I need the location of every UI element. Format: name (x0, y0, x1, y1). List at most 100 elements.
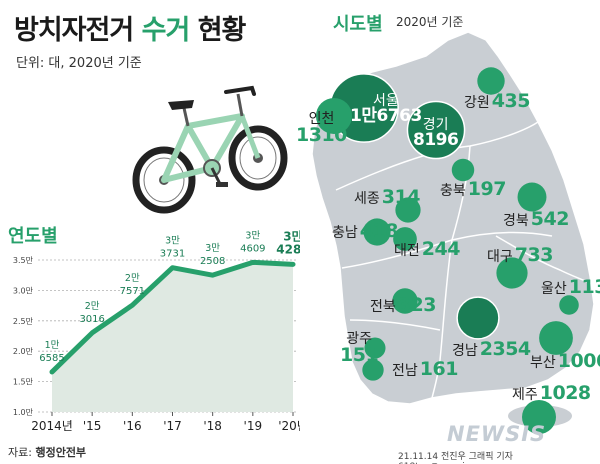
region-label-gwangju: 광주 151 (340, 331, 379, 366)
series-line (49, 259, 296, 375)
region-bubble (393, 227, 417, 251)
region-value: 8196 (413, 130, 459, 150)
region-bubble (395, 197, 421, 223)
region-label-jeju: 제주 1028 (512, 384, 591, 403)
svg-text:3731: 3731 (160, 249, 185, 260)
region-value: 314 (381, 186, 421, 208)
region-label-ulsan: 울산113 (541, 278, 600, 297)
region-value: 113 (568, 276, 600, 298)
svg-text:4609: 4609 (240, 243, 265, 254)
svg-text:1만: 1만 (45, 340, 60, 351)
region-name: 대전 (394, 243, 420, 259)
region-name: 인천 (308, 111, 335, 127)
svg-text:3만: 3만 (283, 230, 300, 243)
region-name: 부산 (530, 355, 556, 371)
region-label-chungnam: 충남 418 (332, 222, 398, 241)
svg-text:6585: 6585 (39, 353, 64, 364)
y-tick-label: 3.0만 (13, 286, 34, 295)
svg-text:3만: 3만 (245, 230, 260, 241)
yearly-chart-title: 연도별 (8, 226, 58, 247)
region-label-gyeongbuk: 경북 542 (503, 210, 569, 229)
region-name: 충남 (332, 225, 358, 241)
yearly-area-chart: 1.0만 1.5만 2.0만 2.5만 3.0만 3.5만 1만 6585 2만 3016 2만 7… (13, 230, 300, 433)
region-name: 제주 (512, 387, 538, 403)
svg-text:4288: 4288 (276, 242, 300, 256)
region-label-daejeon: 대전 244 (394, 240, 460, 259)
page-title: 방치자전거 수거 현황 (14, 8, 247, 47)
region-bubble (477, 67, 505, 95)
source-note: 자료: 행정안전부 (8, 444, 86, 460)
region-name: 경기 (422, 117, 449, 133)
region-bubble (559, 295, 579, 315)
region-bubble (496, 257, 528, 289)
svg-text:2만: 2만 (125, 273, 140, 284)
region-value: 151 (340, 344, 379, 366)
region-bubble (406, 100, 466, 160)
y-tick-label: 1.5만 (13, 378, 34, 387)
area-fill (52, 262, 293, 412)
x-tick-label: '16 (123, 419, 142, 433)
y-tick-label: 3.5만 (13, 256, 34, 265)
region-value: 435 (491, 90, 531, 112)
region-bubble (363, 218, 391, 246)
region-label-daegu: 대구 733 (487, 246, 553, 265)
region-label-seoul: 서울 1만6763 (350, 94, 422, 125)
region-value: 1028 (539, 382, 591, 404)
bicycle-illustration (132, 85, 288, 214)
regional-chart-title: 시도별 (333, 14, 383, 35)
region-name: 광주 (346, 331, 372, 347)
data-label: 3만 2508 (200, 243, 225, 267)
region-name: 대구 (487, 249, 513, 265)
region-value: 733 (514, 244, 554, 266)
y-tick-label: 2.5만 (13, 317, 34, 326)
region-label-sejong: 세종 314 (354, 188, 420, 207)
svg-text:3만: 3만 (165, 236, 180, 247)
region-bubble (364, 337, 386, 359)
regional-chart-note: 2020년 기준 (396, 15, 464, 29)
data-label: 1만 6585 (39, 340, 64, 364)
svg-text:3016: 3016 (79, 314, 104, 325)
region-value: 244 (421, 238, 461, 260)
svg-text:2만: 2만 (85, 301, 100, 312)
data-label: 2만 7571 (120, 273, 145, 297)
data-label: 3만 4609 (240, 230, 265, 254)
region-bubble (362, 359, 384, 381)
data-label: 2만 3016 (79, 301, 104, 325)
data-label: 3만 3731 (160, 236, 185, 260)
x-tick-label: '20년 (278, 419, 300, 433)
x-tick-label: '19 (244, 419, 263, 433)
region-bubble (392, 288, 418, 314)
region-value: 1006 (557, 350, 600, 372)
svg-text:2508: 2508 (200, 256, 225, 267)
region-label-gyeonggi: 경기 8196 (413, 117, 459, 150)
region-name: 서울 (373, 93, 399, 109)
region-bubble (451, 158, 475, 182)
region-name: 세종 (354, 191, 380, 207)
x-tick-label: 2014년 (31, 419, 73, 433)
region-value: 197 (467, 178, 507, 200)
region-bubble (517, 182, 547, 212)
region-label-incheon: 인천 1310 (296, 112, 347, 145)
region-value: 542 (530, 208, 570, 230)
region-name: 경북 (503, 213, 529, 229)
title-end: 현황 (197, 15, 247, 46)
credit-note: 21.11.14 전진우 그래픽 기자 618tue@newsis.com (398, 452, 513, 464)
region-label-busan: 부산1006 (530, 352, 600, 371)
region-value: 2354 (479, 338, 531, 360)
region-value: 1만6763 (350, 106, 422, 126)
region-label-chungbuk: 충북 197 (440, 180, 506, 199)
x-tick-label: '18 (203, 419, 222, 433)
x-tick-label: '17 (163, 419, 182, 433)
source-prefix: 자료: (8, 446, 36, 459)
svg-text:3만: 3만 (205, 243, 220, 254)
region-bubble (315, 97, 353, 135)
region-name: 울산 (541, 281, 567, 297)
region-value: 161 (419, 358, 459, 380)
region-label-jeonnam: 전남 161 (392, 360, 458, 379)
newsis-logo: NEWSIS (447, 422, 547, 446)
region-label-gangwon: 강원 435 (464, 92, 530, 111)
y-tick-label: 2.0만 (13, 347, 34, 356)
unit-note: 단위: 대, 2020년 기준 (16, 56, 142, 71)
data-label: 3만4288 (276, 230, 300, 256)
region-bubble (522, 400, 556, 434)
